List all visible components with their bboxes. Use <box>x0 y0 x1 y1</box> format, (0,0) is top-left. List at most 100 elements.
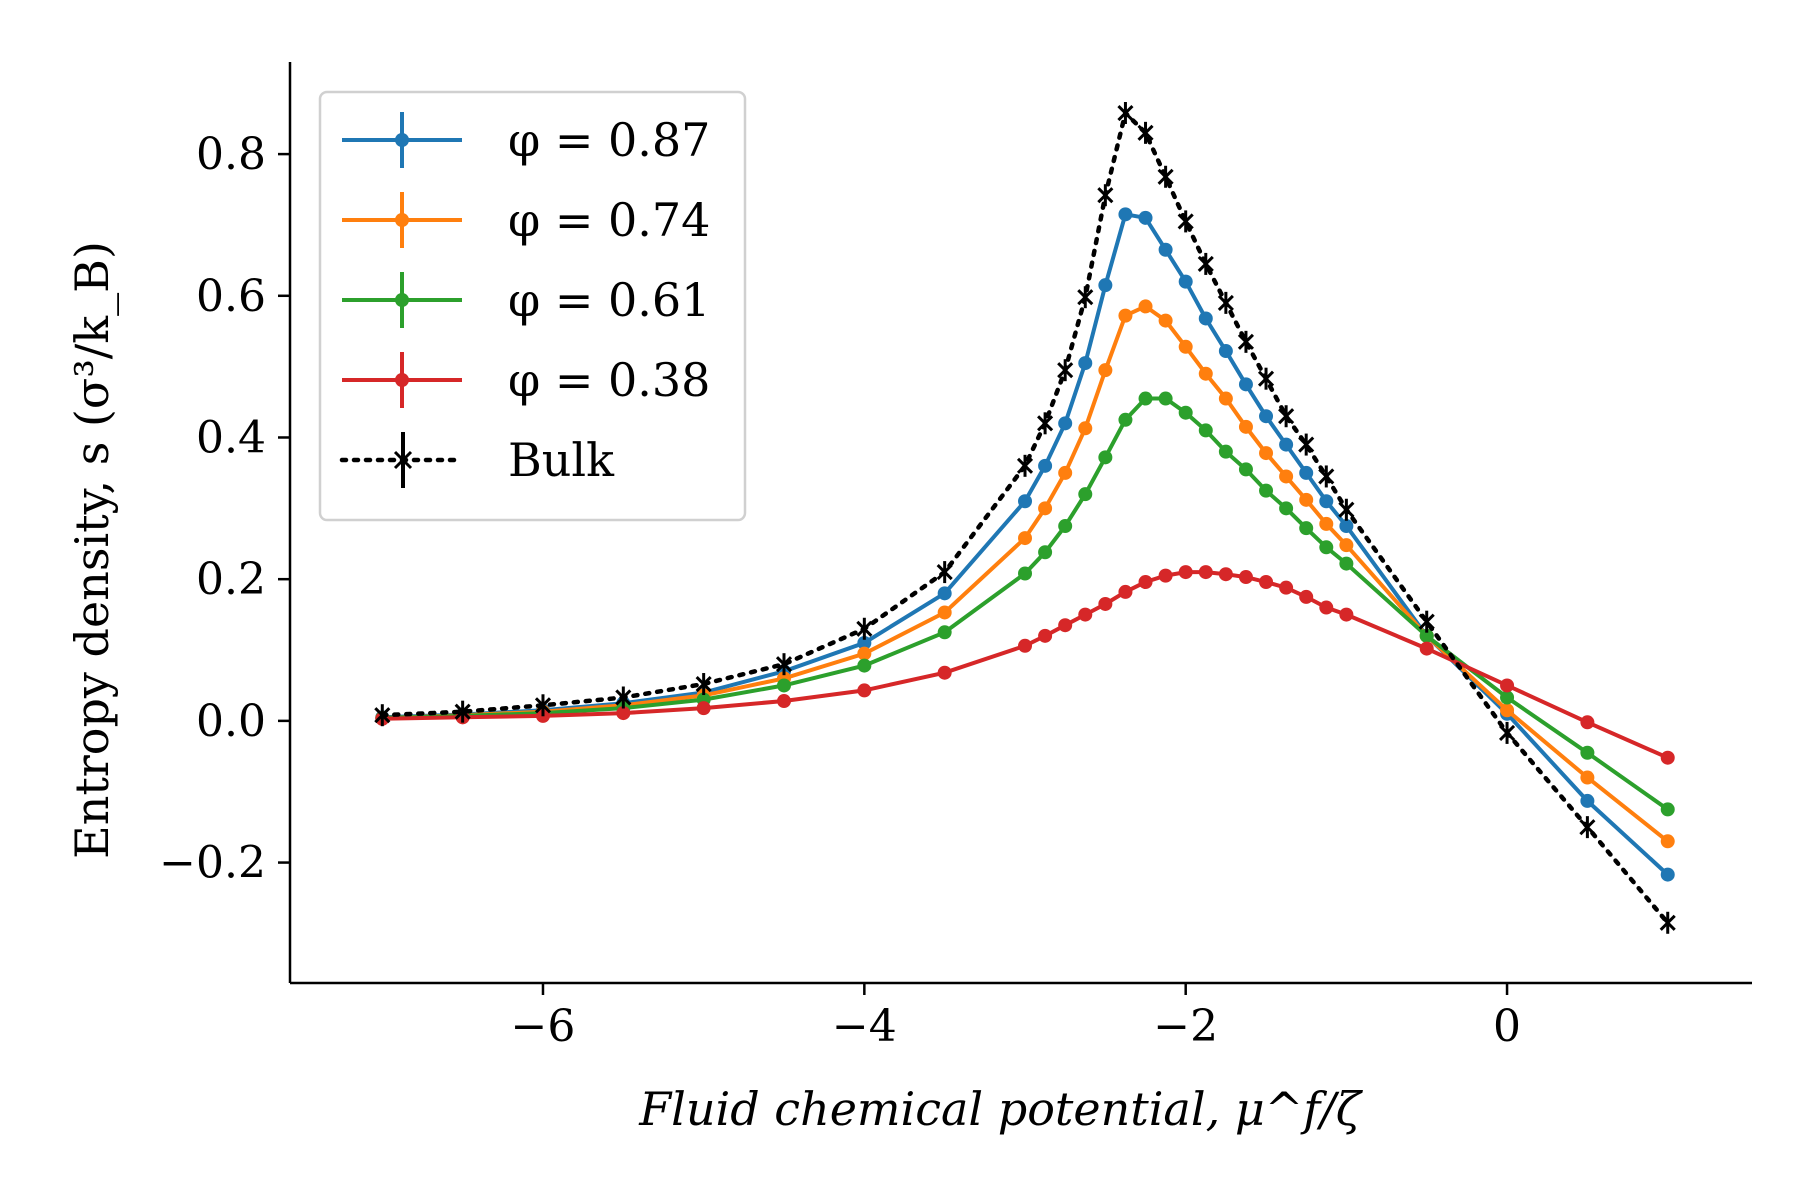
data-point <box>1138 210 1153 225</box>
legend: φ = 0.87 φ = 0.74 φ = 0.61 φ = 0.38 Bulk <box>318 90 747 522</box>
data-point <box>1238 570 1253 585</box>
data-point <box>1178 274 1193 289</box>
data-point <box>1138 299 1153 314</box>
data-point <box>1259 575 1274 590</box>
data-point <box>1198 366 1213 381</box>
data-point <box>1339 556 1354 571</box>
data-point <box>1038 501 1053 516</box>
data-point <box>1498 721 1516 744</box>
data-point <box>1118 584 1133 599</box>
data-point <box>1078 421 1093 436</box>
data-point <box>1218 567 1233 582</box>
y-tick-label: 0.2 <box>196 554 266 605</box>
data-point <box>374 704 391 727</box>
data-point <box>1018 638 1033 653</box>
data-point <box>1580 745 1595 760</box>
data-point <box>1319 600 1334 615</box>
series-line <box>382 570 1669 760</box>
data-point <box>1259 409 1274 424</box>
data-point <box>1158 391 1173 406</box>
data-point <box>1018 531 1033 546</box>
data-point <box>857 635 872 650</box>
data-point <box>1279 469 1294 484</box>
data-point <box>1098 450 1113 465</box>
data-point <box>696 701 711 716</box>
data-point <box>937 586 952 601</box>
data-point <box>857 683 872 698</box>
data-point <box>1278 405 1295 428</box>
data-point <box>1058 465 1073 480</box>
series-layer <box>374 102 1676 934</box>
x-tick-label: −4 <box>832 1001 897 1052</box>
data-point <box>1178 339 1193 354</box>
data-point <box>1339 519 1354 534</box>
data-point <box>1098 363 1113 378</box>
x-axis-label: Fluid chemical potential, μ^f/ζ <box>638 1082 1364 1136</box>
data-point <box>1660 867 1675 882</box>
data-point <box>1058 416 1073 431</box>
data-point <box>1177 210 1194 233</box>
data-point <box>1078 607 1093 622</box>
data-point <box>857 658 872 673</box>
data-point <box>1580 715 1595 730</box>
data-point <box>1118 207 1133 222</box>
y-tick-label: 0.4 <box>196 412 266 463</box>
data-point <box>1339 538 1354 553</box>
y-tick-label: 0.6 <box>196 271 266 322</box>
data-point <box>1500 690 1515 705</box>
data-point <box>1238 377 1253 392</box>
data-point <box>1319 494 1334 509</box>
data-point <box>1218 391 1233 406</box>
data-point <box>1037 412 1054 435</box>
data-point <box>1137 121 1154 144</box>
data-point <box>1500 678 1515 693</box>
data-point <box>777 694 791 709</box>
tick-layer: −6 −4 −2 0 −0.2 0.0 0.2 0.4 0.6 0.8 <box>159 129 1521 1052</box>
data-point <box>1157 165 1174 188</box>
data-point <box>1198 311 1213 326</box>
x-tick-label: 0 <box>1493 1001 1521 1052</box>
legend-marker <box>395 293 409 307</box>
data-point <box>1218 444 1233 459</box>
y-tick-label: 0.8 <box>196 129 266 180</box>
data-point <box>1259 483 1274 498</box>
data-point <box>1098 278 1113 293</box>
data-point <box>1580 770 1595 785</box>
data-point <box>1419 628 1434 643</box>
data-point <box>1238 462 1253 477</box>
data-point <box>1318 465 1335 488</box>
data-point <box>616 706 631 721</box>
data-point <box>1299 492 1314 507</box>
data-point <box>1198 565 1213 580</box>
data-point <box>1257 367 1275 390</box>
data-point <box>1158 568 1173 583</box>
data-point <box>1138 575 1153 590</box>
data-point <box>857 646 872 661</box>
legend-label: φ = 0.61 <box>508 273 710 327</box>
data-point <box>1057 359 1074 382</box>
data-point <box>1178 405 1193 420</box>
data-point <box>1058 519 1073 534</box>
legend-label: Bulk <box>508 433 615 487</box>
legend-entry-0-87: φ = 0.87 <box>342 112 710 168</box>
legend-entry-0-74: φ = 0.74 <box>342 192 710 248</box>
data-point <box>1016 454 1034 477</box>
data-point <box>856 617 873 640</box>
data-point <box>1418 610 1435 633</box>
data-point <box>1178 565 1193 580</box>
data-point <box>1298 433 1315 456</box>
data-point <box>1659 911 1676 934</box>
x-tick-label: −2 <box>1153 1001 1218 1052</box>
legend-entry-0-38: φ = 0.38 <box>342 352 710 408</box>
data-point <box>1279 580 1294 595</box>
data-point <box>1018 566 1033 581</box>
data-point <box>1038 458 1053 473</box>
y-axis-label: Entropy density, s (σ³/k_B) <box>65 241 119 859</box>
data-point <box>1078 356 1093 371</box>
data-point <box>1660 834 1675 849</box>
data-point <box>695 673 712 696</box>
legend-marker <box>395 133 409 147</box>
data-point <box>1660 802 1675 817</box>
series-bulk <box>374 102 1676 934</box>
data-point <box>1097 184 1114 207</box>
